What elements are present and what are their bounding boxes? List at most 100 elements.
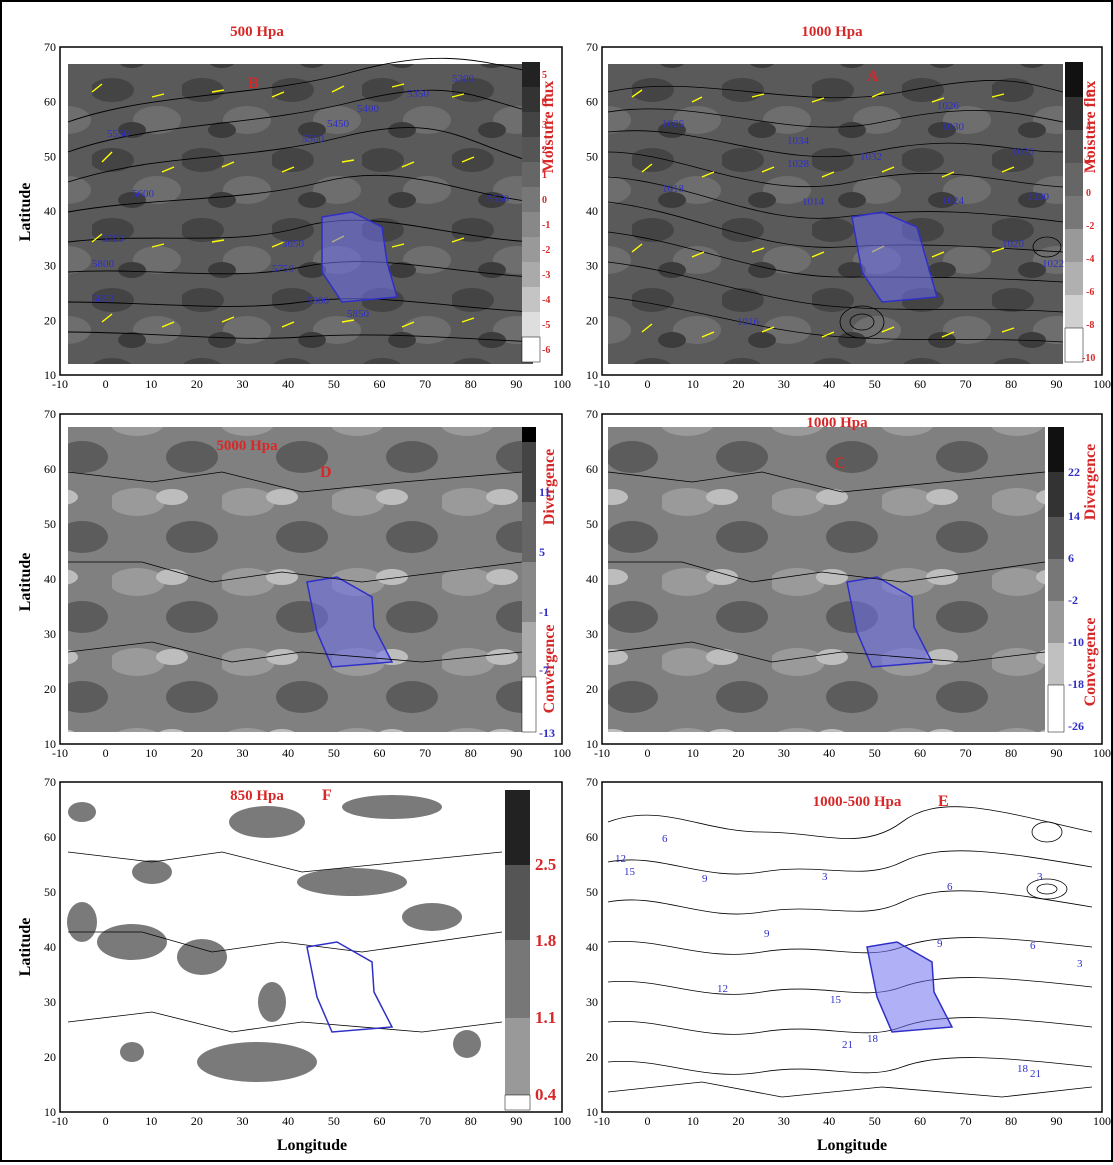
y-tick-label: 10 (586, 737, 598, 751)
y-tick-label: 70 (44, 40, 56, 54)
x-tick-label: 90 (510, 746, 522, 760)
x-tick-label: 0 (103, 1114, 109, 1128)
panel-a-colorbar-tick: -10 (1082, 353, 1095, 364)
panel-b-colorbar-tick: -6 (542, 345, 550, 356)
x-tick-label: 20 (732, 377, 744, 391)
panel-b-contour-label: 5800 (307, 295, 330, 307)
x-tick-label: -10 (52, 746, 68, 760)
x-tick-label: 90 (1051, 746, 1063, 760)
panel-f-colorbar-ticks: 2.5 1.8 1.1 0.4 (535, 855, 557, 1104)
panel-a-contour-label: 1014 (802, 196, 825, 208)
x-tick-label: 100 (553, 377, 571, 391)
x-tick-label: 40 (282, 377, 294, 391)
panel-a-colorbar-tick: -8 (1086, 320, 1094, 331)
x-tick-label: 60 (914, 746, 926, 760)
y-tick-label: 20 (44, 1050, 56, 1064)
x-tick-label: 50 (328, 1114, 340, 1128)
x-tick-label: 80 (1005, 1114, 1017, 1128)
x-tick-label: 40 (823, 377, 835, 391)
panel-b-contour-label: 5300 (452, 73, 475, 85)
panel-d-colorbar-label-top: Divergence (541, 449, 558, 525)
panel-a-colorbar-tick: 2 (1086, 155, 1091, 166)
panel-a-letter: A (867, 68, 879, 85)
x-tick-label: 70 (960, 377, 972, 391)
x-tick-label: 80 (1005, 377, 1017, 391)
panel-c-borders (607, 471, 1046, 663)
y-tick-label: 10 (44, 368, 56, 382)
x-tick-label: 50 (869, 746, 881, 760)
panel-e-contour-label: 6 (947, 881, 953, 893)
panel-f-colorbar (504, 790, 531, 1111)
x-tick-label: 90 (1051, 1114, 1063, 1128)
panel-e-title: 1000-500 Hpa (813, 794, 902, 810)
y-tick-label: 30 (44, 995, 56, 1009)
x-tick-label: 50 (328, 746, 340, 760)
x-tick-label: 0 (103, 746, 109, 760)
y-tick-label: 20 (586, 1050, 598, 1064)
panel-e-iran-outline (866, 941, 954, 1033)
y-tick-label: 20 (44, 313, 56, 327)
panel-a-contour-label: 1018 (662, 183, 685, 195)
panel-d-iran-outline (306, 576, 394, 668)
panel-e-contour-label: 18 (1017, 1063, 1029, 1075)
x-tick-label: 70 (960, 746, 972, 760)
panel-c-colorbar-tick: 6 (1068, 551, 1074, 565)
x-tick-label: 40 (823, 746, 835, 760)
panel-a-colorbar-tick: -4 (1086, 254, 1094, 265)
y-tick-label: 20 (44, 682, 56, 696)
panel-c-colorbar-label-bottom: Convergence (1082, 618, 1099, 707)
y-tick-label: 70 (44, 407, 56, 421)
panel-b-colorbar-tick: 3 (542, 120, 547, 131)
x-tick-label: 60 (373, 746, 385, 760)
panel-a-contour-label: 1032 (860, 151, 882, 163)
panel-b-colorbar-tick: -1 (542, 220, 550, 231)
x-tick-label: 0 (644, 1114, 650, 1128)
y-tick-label: 70 (586, 775, 598, 789)
x-tick-label: -10 (594, 746, 610, 760)
x-tick-label: 40 (282, 1114, 294, 1128)
panel-b-contour-label: 5500 (302, 133, 325, 145)
panel-c-letter: C (834, 455, 846, 472)
panel-b-contour-label: 5750 (272, 263, 295, 275)
x-tick-label: 50 (869, 377, 881, 391)
x-tick-label: 80 (465, 746, 477, 760)
panel-e-contour-label: 15 (624, 866, 636, 878)
x-tick-label: 100 (553, 746, 571, 760)
x-tick-label: 80 (465, 377, 477, 391)
panel-e-frame (601, 781, 1103, 1113)
panel-a-contour-label: 1030 (942, 121, 965, 133)
x-tick-label: -10 (52, 1114, 68, 1128)
x-tick-label: 10 (145, 1114, 157, 1128)
x-tick-label: 70 (419, 377, 431, 391)
panel-e-contour-label: 21 (1030, 1068, 1041, 1080)
latitude-label-middle: Latitude (17, 553, 34, 612)
panel-c-colorbar-tick: -10 (1068, 635, 1084, 649)
panel-f-colorbar-tick: 2.5 (535, 855, 556, 874)
axis-ticks: -10 0 10 20 30 40 50 60 70 80 90 10010203040506070-… (44, 40, 1111, 1128)
panel-f-letter: F (322, 787, 332, 804)
y-tick-label: 60 (44, 830, 56, 844)
x-tick-label: 90 (510, 377, 522, 391)
panel-f: 850 Hpa F 2.5 1.8 1.1 0.4 (59, 781, 563, 1113)
panel-d: 5000 Hpa D Divergence Convergence 11 5 -… (59, 413, 563, 745)
x-tick-label: 60 (914, 377, 926, 391)
y-tick-label: 50 (586, 885, 598, 899)
panel-b-iran-outline (321, 211, 398, 303)
y-tick-label: 40 (586, 940, 598, 954)
panel-a-colorbar-ticks: 6 4 2 0 -2 -4 -6 -8 -10 (1082, 89, 1095, 364)
panel-b-contour-label: 5550 (107, 128, 130, 140)
x-tick-label: 100 (553, 1114, 571, 1128)
x-tick-label: 20 (191, 746, 203, 760)
panel-c-colorbar-tick: -26 (1068, 719, 1084, 733)
panel-a-shaded-field (608, 64, 1063, 364)
panel-a-colorbar-tick: -2 (1086, 221, 1094, 232)
x-tick-label: 20 (732, 1114, 744, 1128)
panel-a-title: 1000 Hpa (801, 24, 863, 40)
panel-a-iran-outline (851, 211, 938, 303)
y-tick-label: 10 (44, 737, 56, 751)
x-tick-label: 70 (960, 1114, 972, 1128)
x-tick-label: 10 (145, 377, 157, 391)
panel-c-colorbar-ticks: 22 14 6 -2 -10 -18 -26 (1068, 465, 1084, 733)
panel-d-colorbar-label-bottom: Convergence (541, 625, 558, 714)
